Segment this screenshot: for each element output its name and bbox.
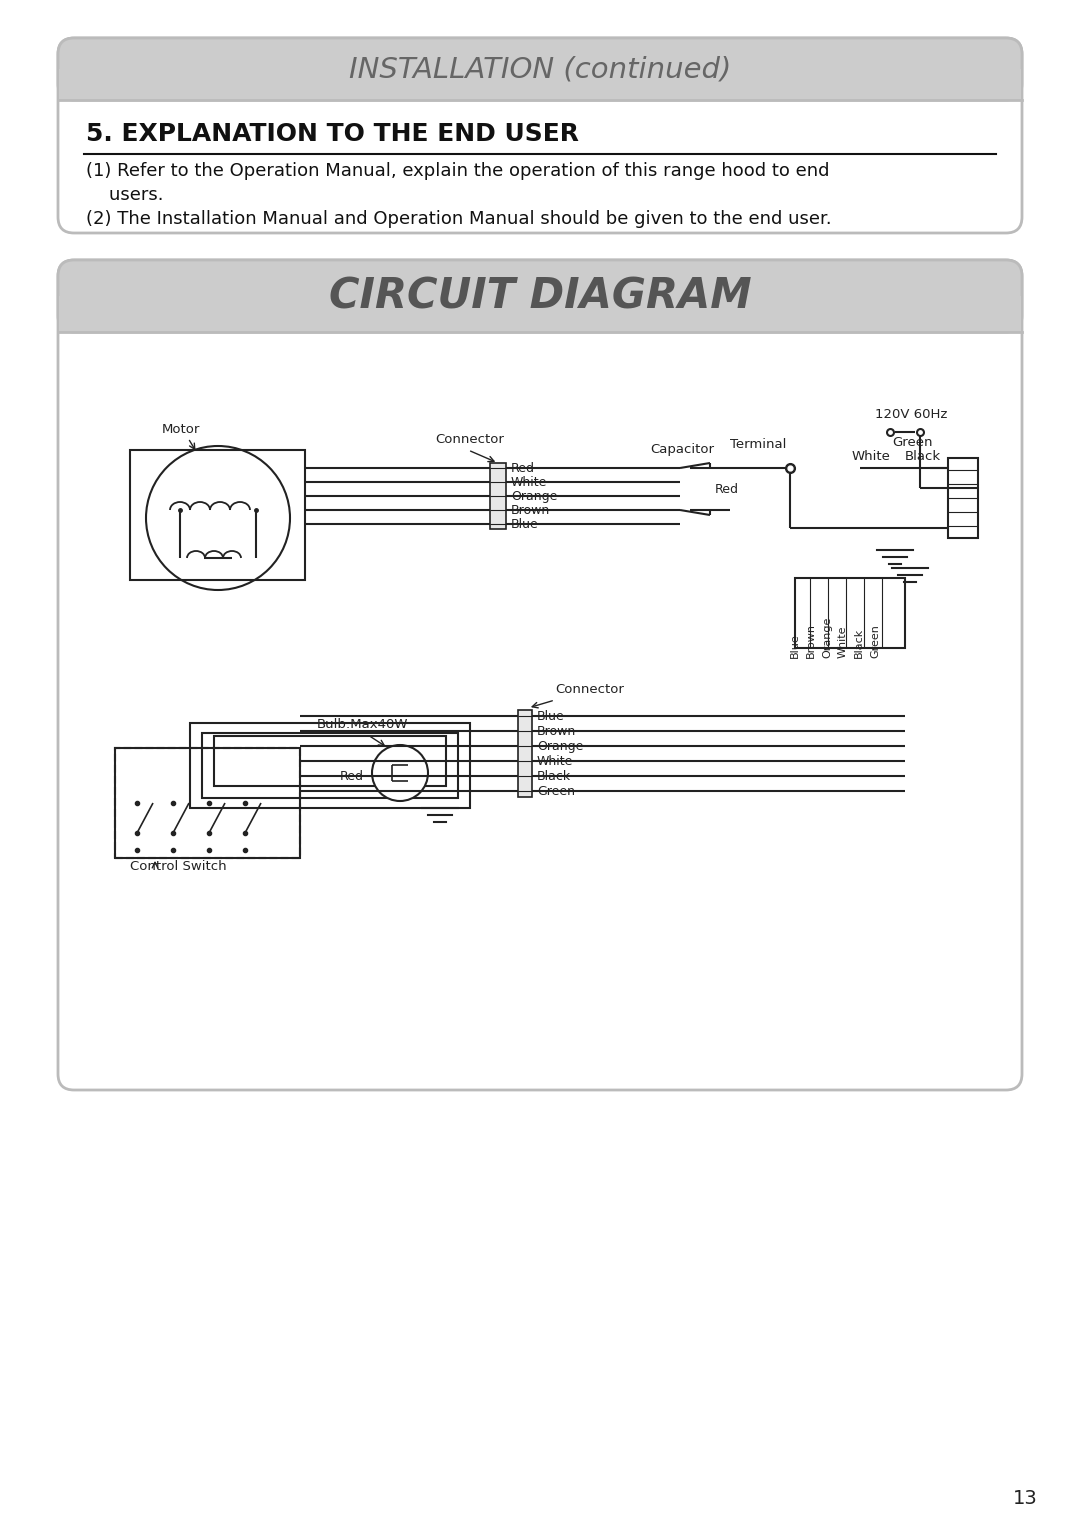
Bar <box>795 578 905 648</box>
Text: Brown: Brown <box>806 623 816 659</box>
FancyBboxPatch shape <box>58 260 1022 1089</box>
Bar <box>114 749 300 859</box>
Text: Black: Black <box>854 628 864 659</box>
Text: Motor: Motor <box>162 423 201 435</box>
Text: White: White <box>511 475 548 489</box>
Bar <box>59 69 1021 99</box>
FancyBboxPatch shape <box>58 38 1022 232</box>
Text: Capacitor: Capacitor <box>650 443 714 455</box>
Text: Green: Green <box>870 623 880 659</box>
Text: CIRCUIT DIAGRAM: CIRCUIT DIAGRAM <box>328 275 752 316</box>
Text: Orange: Orange <box>537 740 583 752</box>
Text: Orange: Orange <box>822 617 832 659</box>
Text: Red: Red <box>340 770 364 782</box>
Text: Brown: Brown <box>511 504 550 516</box>
Text: Green: Green <box>537 784 575 798</box>
Text: Brown: Brown <box>537 724 577 738</box>
Text: Red: Red <box>715 483 739 497</box>
FancyBboxPatch shape <box>58 38 1022 99</box>
Ellipse shape <box>372 746 428 801</box>
Text: (1) Refer to the Operation Manual, explain the operation of this range hood to e: (1) Refer to the Operation Manual, expla… <box>86 162 829 180</box>
Bar <box>114 749 300 859</box>
Text: White: White <box>852 451 891 463</box>
Text: Black: Black <box>905 451 941 463</box>
Bar <box>59 296 1021 332</box>
Bar <box>202 733 458 798</box>
Bar <box>130 451 305 581</box>
Bar <box>190 723 470 808</box>
Text: INSTALLATION (continued): INSTALLATION (continued) <box>349 55 731 83</box>
Text: White: White <box>537 755 573 767</box>
Text: Connector: Connector <box>435 432 504 446</box>
Text: White: White <box>838 625 848 659</box>
Text: 120V 60Hz: 120V 60Hz <box>875 408 947 422</box>
Text: Orange: Orange <box>511 489 557 503</box>
Text: Black: Black <box>537 770 571 782</box>
Text: Connector: Connector <box>555 683 624 695</box>
Text: Terminal: Terminal <box>730 439 786 451</box>
Text: Green: Green <box>892 435 932 449</box>
Text: (2) The Installation Manual and Operation Manual should be given to the end user: (2) The Installation Manual and Operatio… <box>86 209 832 228</box>
Bar <box>518 711 532 798</box>
Text: Blue: Blue <box>789 633 800 659</box>
FancyBboxPatch shape <box>58 260 1022 332</box>
Bar <box>948 458 978 538</box>
Text: 5. EXPLANATION TO THE END USER: 5. EXPLANATION TO THE END USER <box>86 122 579 147</box>
Text: Blue: Blue <box>537 709 565 723</box>
Bar <box>214 736 446 785</box>
Ellipse shape <box>146 446 291 590</box>
Text: Control Switch: Control Switch <box>130 860 227 872</box>
Bar <box>490 463 507 529</box>
Text: Blue: Blue <box>511 518 539 530</box>
Text: Red: Red <box>511 461 535 475</box>
Text: users.: users. <box>86 186 163 205</box>
Text: Bulb:Max40W: Bulb:Max40W <box>318 718 408 730</box>
Text: 13: 13 <box>1013 1488 1038 1508</box>
